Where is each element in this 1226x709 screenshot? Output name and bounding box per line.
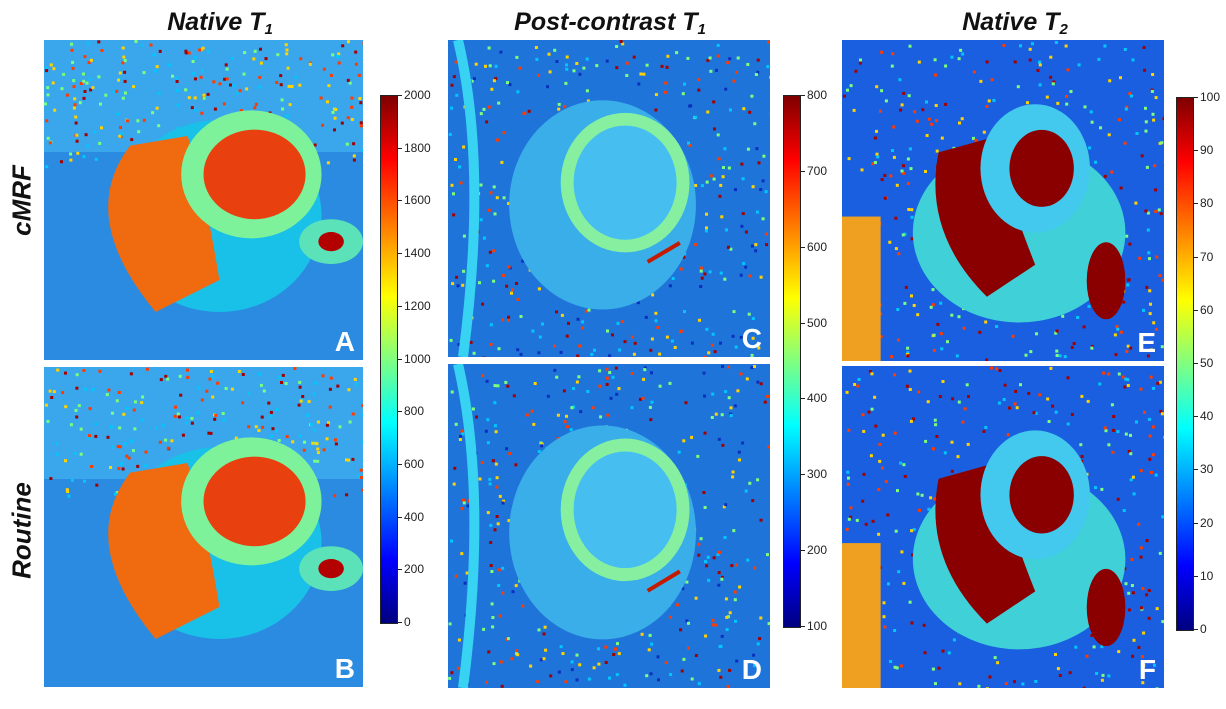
colorbar-tick-mark [398, 95, 402, 96]
colorbar-tick-mark [801, 95, 805, 96]
colorbar-tick-label: 70 [1200, 249, 1214, 264]
panel-label: B [334, 653, 355, 684]
colorbar-tick-label: 2000 [404, 88, 431, 102]
colorbar-tick-mark [398, 622, 402, 623]
colorbar-tick-mark [398, 569, 402, 571]
colorbar-tick-label: 100 [1200, 90, 1221, 104]
colorbar-tick-label: 80 [1200, 196, 1214, 211]
column-title-text: Native T [962, 8, 1060, 36]
colorbar-tick-label: 100 [807, 619, 828, 633]
colorbar-tick-label: 500 [807, 315, 828, 330]
mri-image [448, 364, 770, 688]
colorbar-tick-mark [801, 246, 805, 248]
column-title-text: Post-contrast T [514, 8, 698, 36]
colorbar-tick-mark [398, 147, 402, 149]
mri-panel-d: D [448, 364, 770, 688]
colorbar-tick-mark [398, 200, 402, 202]
panel-label: D [741, 654, 762, 685]
colorbar-tick-label: 800 [404, 404, 425, 419]
colorbar-tick-label: 600 [807, 239, 828, 254]
mri-panel-c: C [448, 40, 770, 357]
colorbar-tick-mark [1194, 363, 1198, 364]
column-title-subscript: 1 [697, 21, 706, 38]
colorbar-tick-mark [801, 170, 805, 172]
column-title-native-t2: Native T2 [925, 8, 1105, 40]
colorbar-tick-mark [1194, 309, 1198, 311]
colorbar-tick-label: 0 [404, 615, 411, 629]
colorbar-tick-label: 1200 [404, 298, 431, 313]
colorbar-tick-mark [398, 463, 402, 465]
panel-label: C [741, 323, 762, 354]
column-title-native-t1: Native T1 [130, 8, 310, 40]
colorbar-tick-mark [398, 253, 402, 255]
column-title-subscript: 1 [264, 21, 273, 38]
colorbar [783, 95, 801, 628]
column-title-text: Native T [167, 8, 265, 36]
colorbar-tick-mark [1194, 416, 1198, 418]
mri-panel-b: B [44, 367, 363, 687]
colorbar-tick-mark [1194, 629, 1198, 630]
mri-image [44, 40, 363, 360]
colorbar [380, 95, 398, 624]
colorbar-tick-label: 1400 [404, 246, 431, 261]
colorbar-tick-label: 1800 [404, 140, 431, 155]
colorbar-tick-mark [1194, 469, 1198, 471]
colorbar-tick-label: 400 [807, 391, 828, 406]
colorbar-tick-mark [801, 474, 805, 476]
colorbar-tick-mark [801, 322, 805, 324]
colorbar-tick-mark [801, 626, 805, 627]
panel-label: E [1137, 327, 1156, 358]
colorbar-tick-mark [801, 398, 805, 400]
column-title-postcontrast-t1: Post-contrast T1 [490, 8, 730, 40]
colorbar-tick-mark [1194, 150, 1198, 152]
colorbar-tick-label: 400 [404, 509, 425, 524]
colorbar-tick-label: 200 [404, 562, 425, 577]
row-title-cmrf: cMRF [6, 165, 37, 236]
colorbar-tick-label: 30 [1200, 462, 1214, 477]
colorbar-tick-label: 700 [807, 163, 828, 178]
mri-panel-a: A [44, 40, 363, 360]
colorbar-tick-label: 300 [807, 467, 828, 482]
panel-label: F [1138, 654, 1156, 685]
mri-panel-f: F [842, 366, 1164, 688]
colorbar-tick-mark [398, 305, 402, 307]
mri-image [842, 366, 1164, 688]
colorbar-tick-mark [1194, 97, 1198, 98]
colorbar-tick-mark [1194, 203, 1198, 205]
colorbar [1176, 97, 1194, 631]
colorbar-tick-label: 20 [1200, 515, 1214, 530]
colorbar-tick-label: 0 [1200, 622, 1207, 636]
colorbar-tick-label: 50 [1200, 356, 1214, 370]
mri-image [44, 367, 363, 687]
row-title-routine: Routine [6, 482, 37, 579]
column-title-subscript: 2 [1059, 21, 1068, 38]
colorbar-tick-mark [398, 358, 402, 360]
colorbar-tick-mark [398, 516, 402, 518]
colorbar-tick-label: 60 [1200, 302, 1214, 317]
colorbar-tick-label: 600 [404, 456, 425, 471]
colorbar-tick-label: 10 [1200, 568, 1214, 583]
colorbar-tick-mark [1194, 256, 1198, 258]
panel-label: A [334, 326, 355, 357]
colorbar-tick-mark [801, 550, 805, 552]
colorbar-tick-label: 40 [1200, 409, 1214, 424]
colorbar-tick-label: 90 [1200, 143, 1214, 158]
colorbar-tick-mark [1194, 575, 1198, 577]
colorbar-tick-mark [1194, 522, 1198, 524]
mri-panel-e: E [842, 40, 1164, 361]
colorbar-tick-label: 800 [807, 88, 828, 102]
colorbar-tick-label: 200 [807, 543, 828, 558]
colorbar-tick-mark [398, 411, 402, 413]
mri-image [448, 40, 770, 357]
colorbar-tick-label: 1000 [404, 351, 431, 366]
mri-image [842, 40, 1164, 361]
colorbar-tick-label: 1600 [404, 193, 431, 208]
